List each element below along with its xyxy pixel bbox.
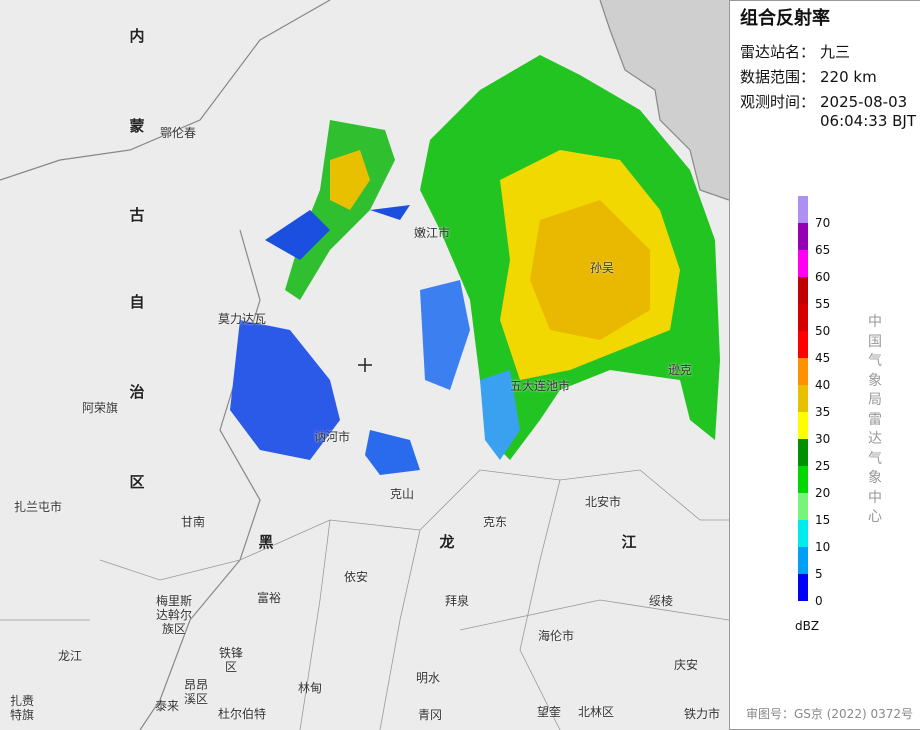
legend-tick: 25 [815,459,831,473]
region-label: 黑 [258,533,274,551]
legend-tick: 0 [815,594,823,608]
station-label: 雷达站名： [740,43,816,61]
place-label: 讷河市 [313,430,351,444]
place-label: 庆安 [673,658,699,672]
place-label: 望奎 [536,705,562,719]
place-label: 克东 [482,515,508,529]
legend-tick: 50 [815,324,831,338]
echo-blue [365,430,420,475]
echo-blue [230,320,340,460]
radar-site [358,358,372,372]
legend-swatch [798,277,808,304]
legend-tick: 60 [815,270,831,284]
legend-tick: 15 [815,513,831,527]
time: 2025-08-03 06:04:33 BJT [820,93,917,130]
legend-swatch [798,547,808,574]
place-label: 昂昂 溪区 [183,678,209,706]
place-label: 杜尔伯特 [217,707,267,721]
legend-swatch [798,223,808,250]
legend-tick: 5 [815,567,823,581]
legend-swatch [798,493,808,520]
foreign-area [600,0,729,200]
place-label: 林甸 [297,681,323,695]
legend-swatch [798,196,808,223]
agency: 中国气象局雷达气象中心 [868,314,882,525]
region-label: 内 [129,27,145,45]
echo-gold [530,200,650,340]
border-lines [0,0,729,730]
place-label: 五大连池市 [509,379,571,393]
place-label: 阿荣旗 [81,401,119,415]
place-label: 依安 [343,570,369,584]
region-label: 江 [621,533,637,551]
place-label: 嫩江市 [413,226,451,240]
legend-tick: 40 [815,378,831,392]
echo-green [285,120,395,300]
place-label: 梅里斯 达斡尔 族区 [155,594,193,636]
region-label: 龙 [439,533,455,551]
echo-lightblue [480,370,520,460]
legend-swatch [798,439,808,466]
region-label: 蒙 [129,117,145,135]
panel-title: 组合反射率 [740,8,830,29]
legend-swatch [798,574,808,601]
place-label: 铁锋 区 [218,646,244,674]
place-label: 鄂伦春 [159,126,197,140]
echo-blue [265,205,410,260]
place-label: 孙吴 [589,261,615,275]
range-label: 数据范围： [740,68,816,86]
place-label: 泰来 [154,699,180,713]
legend-tick: 30 [815,432,831,446]
place-label: 明水 [415,671,441,685]
place-label: 拜泉 [444,594,470,608]
place-label: 富裕 [256,591,282,605]
region-label: 区 [129,473,145,491]
region-label: 古 [129,206,145,224]
legend-tick: 65 [815,243,831,257]
legend-swatch [798,331,808,358]
time-label: 观测时间： [740,93,816,111]
place-label: 扎赉 特旗 [9,694,35,722]
place-label: 克山 [389,487,415,501]
legend-tick: 20 [815,486,831,500]
legend-tick: 10 [815,540,831,554]
place-label: 铁力市 [683,707,721,721]
place-label: 青冈 [417,708,443,722]
place-label: 北林区 [577,705,615,719]
legend-tick: 45 [815,351,831,365]
echo-blue [420,280,470,390]
place-label: 海伦市 [537,629,575,643]
legend-swatch [798,304,808,331]
legend-unit: dBZ [795,619,820,633]
legend-tick: 55 [815,297,831,311]
region-label: 自 [129,293,145,311]
district-lines [0,469,729,730]
echo-gold [330,150,370,210]
place-label: 扎兰屯市 [13,500,63,514]
legend-swatch [798,358,808,385]
legend-swatch [798,250,808,277]
legend-tick: 35 [815,405,831,419]
place-label: 龙江 [57,649,83,663]
approval: 审图号：GS京 (2022) 0372号 [746,707,913,721]
place-label: 莫力达瓦 [217,312,267,326]
place-label: 绥棱 [648,594,674,608]
legend-swatch [798,466,808,493]
region-label: 治 [129,383,145,401]
place-label: 逊克 [667,363,693,377]
station: 九三 [820,43,851,61]
range: 220 km [820,68,877,86]
legend-swatch [798,520,808,547]
legend-swatch [798,385,808,412]
place-label: 甘南 [180,515,206,529]
info-panel: 组合反射率 雷达站名： 九三 数据范围： 220 km 观测时间： 2025-0… [729,0,920,730]
place-label: 北安市 [584,495,622,509]
legend-tick: 70 [815,216,831,230]
legend-swatch [798,412,808,439]
map [0,0,729,730]
